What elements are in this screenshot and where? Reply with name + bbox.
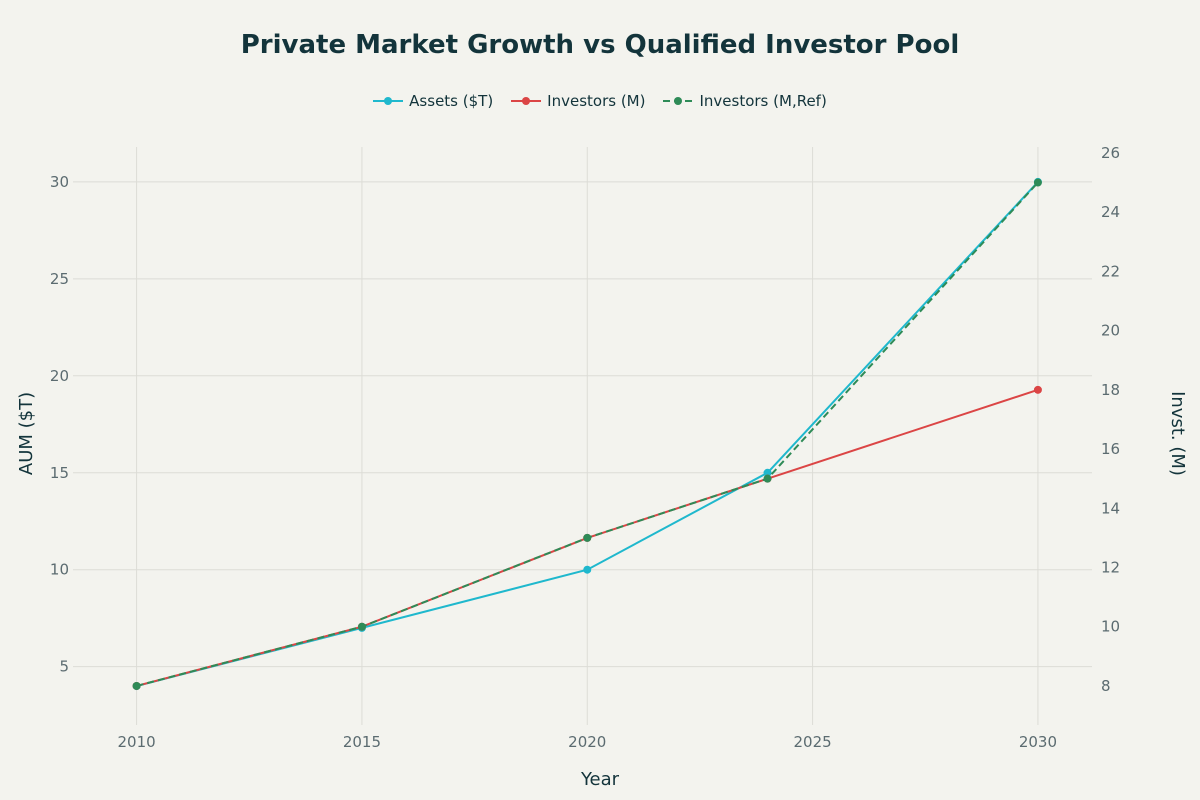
- y-tick-label: 5: [59, 658, 69, 676]
- y2-tick-label: 22: [1101, 262, 1120, 280]
- data-point-0: [763, 468, 772, 477]
- y2-tick-label: 26: [1101, 144, 1120, 162]
- y2-tick-label: 18: [1101, 381, 1120, 399]
- y-tick-label: 10: [50, 561, 69, 579]
- y2-axis-title: Invst. (M): [1167, 391, 1188, 476]
- data-point-2: [583, 533, 592, 542]
- data-point-2: [763, 474, 772, 483]
- legend-swatch-icon: [373, 97, 404, 105]
- legend-label: Investors (M): [547, 92, 646, 110]
- y2-tick-label: 12: [1101, 558, 1120, 576]
- y-tick-label: 20: [50, 367, 69, 385]
- data-point-2: [357, 622, 366, 631]
- y2-tick-label: 20: [1101, 322, 1120, 340]
- legend: Assets ($T) Investors (M) Investors (M,Ref…: [0, 92, 1200, 110]
- y-tick-label: 30: [50, 173, 69, 191]
- legend-item[interactable]: Investors (M): [511, 92, 645, 110]
- x-tick-label: 2025: [793, 733, 831, 751]
- legend-swatch-icon: [511, 97, 542, 105]
- y2-tick-label: 24: [1101, 203, 1120, 221]
- y2-tick-label: 10: [1101, 618, 1120, 636]
- y2-tick-label: 14: [1101, 499, 1120, 517]
- x-axis-title: Year: [580, 769, 620, 790]
- data-point-1: [1033, 385, 1042, 394]
- data-point-0: [583, 565, 592, 574]
- data-point-2: [1033, 178, 1042, 187]
- x-tick-label: 2030: [1019, 733, 1057, 751]
- y-axis-title: AUM ($T): [16, 392, 37, 475]
- data-point-2: [132, 681, 141, 690]
- legend-item[interactable]: Investors (M,Ref): [663, 92, 827, 110]
- legend-label: Investors (M,Ref): [699, 92, 827, 110]
- legend-item[interactable]: Assets ($T): [373, 92, 493, 110]
- x-tick-label: 2020: [568, 733, 606, 751]
- y-tick-label: 15: [50, 464, 69, 482]
- y2-tick-label: 16: [1101, 440, 1120, 458]
- x-tick-label: 2010: [117, 733, 155, 751]
- chart-title: Private Market Growth vs Qualified Inves…: [240, 30, 960, 60]
- y-tick-label: 25: [50, 270, 69, 288]
- legend-swatch-icon: [663, 97, 694, 105]
- x-tick-label: 2015: [343, 733, 381, 751]
- y2-tick-label: 8: [1101, 677, 1111, 695]
- legend-label: Assets ($T): [409, 92, 494, 110]
